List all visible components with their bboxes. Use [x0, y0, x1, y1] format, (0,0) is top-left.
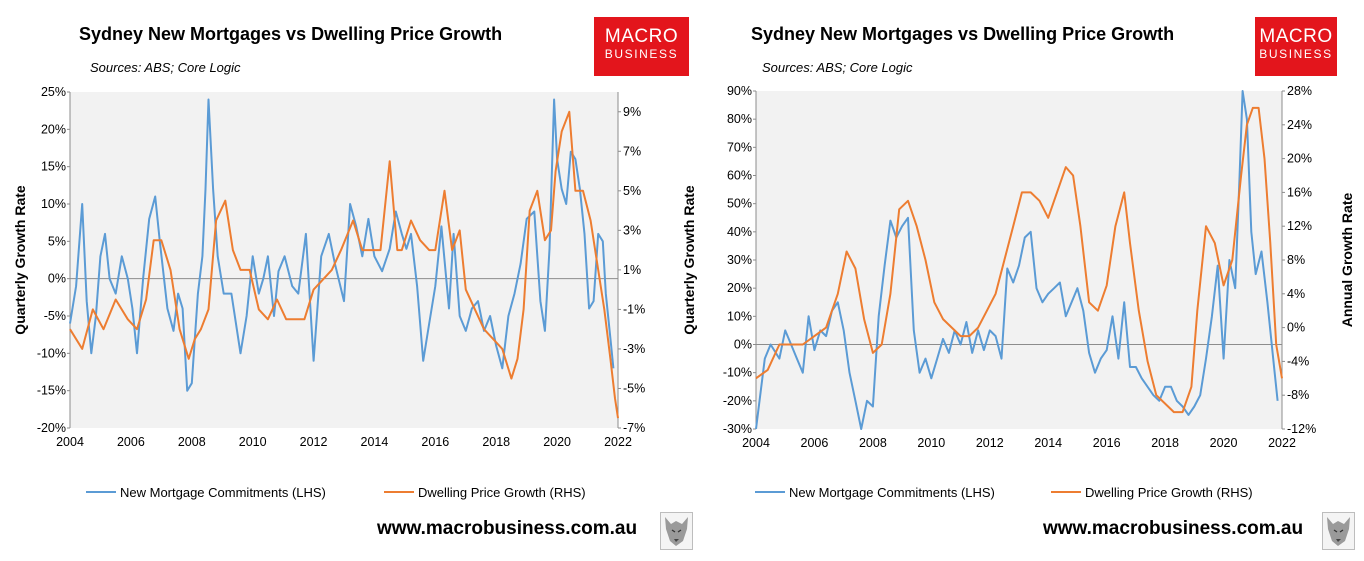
- plot-area: [756, 91, 1282, 429]
- y2-tick-label: -3%: [623, 342, 645, 356]
- y-tick-label: 5%: [48, 234, 66, 248]
- website-url[interactable]: www.macrobusiness.com.au: [377, 518, 638, 539]
- macrobusiness-logo: MACRO BUSINESS: [1255, 17, 1337, 76]
- logo-line1: MACRO: [604, 26, 679, 47]
- chart-panel-right: Sydney New Mortgages vs Dwelling Price G…: [681, 0, 1364, 561]
- chart-left-plot: 25% 20% 15% 10% 5% 0% -5% -10% -15% -20% 9% 7% 5% 3% 1…: [12, 85, 645, 500]
- y2-tick-label: 7%: [623, 144, 641, 158]
- y2-tick-label: -7%: [623, 421, 645, 435]
- y-tick-label: 25%: [41, 85, 66, 99]
- y-tick-label: -10%: [37, 346, 66, 360]
- x-tick-label: 2022: [604, 435, 632, 449]
- y-tick-label: 90%: [727, 84, 752, 98]
- y-axis-title: Quarterly Growth Rate: [681, 185, 697, 335]
- y-tick-label: 70%: [727, 140, 752, 154]
- x-tick-label: 2020: [543, 435, 571, 449]
- x-tick-label: 2022: [1268, 436, 1296, 450]
- y-tick-label: 10%: [727, 309, 752, 323]
- y2-tick-label: -5%: [623, 381, 645, 395]
- chart-panel-left: Sydney New Mortgages vs Dwelling Price G…: [12, 17, 693, 550]
- y2-tick-label: 28%: [1287, 84, 1312, 98]
- x-tick-label: 2008: [178, 435, 206, 449]
- y-tick-label: 40%: [727, 225, 752, 239]
- y2-tick-label: 4%: [1287, 287, 1305, 301]
- series-line-mortgages: [755, 90, 1279, 430]
- logo-line2: BUSINESS: [604, 47, 679, 61]
- x-tick-label: 2012: [976, 436, 1004, 450]
- y2-tick-label: 8%: [1287, 253, 1305, 267]
- y-tick-label: 80%: [727, 112, 752, 126]
- logo-line1: MACRO: [1259, 26, 1333, 47]
- y2-tick-label: 3%: [623, 223, 641, 237]
- chart-title: Sydney New Mortgages vs Dwelling Price G…: [79, 24, 503, 44]
- legend-label: Dwelling Price Growth (RHS): [1085, 485, 1253, 500]
- x-tick-label: 2014: [1034, 436, 1062, 450]
- y2-tick-label: 24%: [1287, 118, 1312, 132]
- wolf-logo-icon: [1322, 512, 1355, 550]
- y-tick-label: -20%: [723, 394, 752, 408]
- y-tick-label: -30%: [723, 422, 752, 436]
- y-tick-label: 15%: [41, 160, 66, 174]
- plot-area: [70, 92, 618, 428]
- chart-right-plot: 90% 80% 70% 60% 50% 40% 30% 20% 10% 0% -10% -20% -30…: [681, 84, 1355, 500]
- x-tick-label: 2008: [859, 436, 887, 450]
- x-tick-label: 2010: [239, 435, 267, 449]
- x-tick-label: 2012: [300, 435, 328, 449]
- y-tick-label: 30%: [727, 253, 752, 267]
- chart-plot-group: 25% 20% 15% 10% 5% 0% -5% -10% -15% -20% 9% 7% 5% 3% 1…: [12, 85, 645, 500]
- y-tick-label: 0%: [734, 338, 752, 352]
- y-tick-label: -20%: [37, 421, 66, 435]
- series-line-dwelling-prices: [69, 110, 619, 419]
- y-tick-label: 10%: [41, 197, 66, 211]
- y-tick-label: 50%: [727, 197, 752, 211]
- y-tick-label: 20%: [727, 281, 752, 295]
- x-tick-label: 2018: [482, 435, 510, 449]
- chart-plot-group: 90% 80% 70% 60% 50% 40% 30% 20% 10% 0% -10% -20% -30…: [681, 84, 1355, 500]
- y2-tick-label: -1%: [623, 302, 645, 316]
- x-tick-label: 2016: [1093, 436, 1121, 450]
- series-line-dwelling-prices: [755, 106, 1283, 414]
- website-url[interactable]: www.macrobusiness.com.au: [1043, 518, 1304, 539]
- chart-title: Sydney New Mortgages vs Dwelling Price G…: [751, 24, 1175, 44]
- wolf-logo-icon: [660, 512, 693, 550]
- x-tick-label: 2004: [56, 435, 84, 449]
- legend-label: Dwelling Price Growth (RHS): [418, 485, 586, 500]
- chart-sources: Sources: ABS; Core Logic: [90, 60, 241, 75]
- x-tick-label: 2014: [361, 435, 389, 449]
- y2-tick-label: -12%: [1287, 422, 1316, 436]
- legend-label: New Mortgage Commitments (LHS): [120, 485, 326, 500]
- logo-line2: BUSINESS: [1259, 47, 1333, 61]
- y2-tick-label: 12%: [1287, 219, 1312, 233]
- y2-axis-title: Annual Growth Rate: [1339, 193, 1355, 328]
- x-tick-label: 2016: [421, 435, 449, 449]
- y-tick-label: 0%: [48, 272, 66, 286]
- x-tick-label: 2010: [917, 436, 945, 450]
- y2-tick-label: 20%: [1287, 152, 1312, 166]
- x-tick-label: 2018: [1151, 436, 1179, 450]
- x-tick-label: 2020: [1210, 436, 1238, 450]
- y-tick-label: -10%: [723, 366, 752, 380]
- y-tick-label: -5%: [44, 309, 66, 323]
- y2-tick-label: 5%: [623, 184, 641, 198]
- y-tick-label: -15%: [37, 384, 66, 398]
- y2-tick-label: 1%: [623, 263, 641, 277]
- x-tick-label: 2006: [117, 435, 145, 449]
- x-tick-label: 2004: [742, 436, 770, 450]
- y-axis-title: Quarterly Growth Rate: [12, 185, 28, 335]
- y-tick-label: 60%: [727, 169, 752, 183]
- x-tick-label: 2006: [801, 436, 829, 450]
- macrobusiness-logo: MACRO BUSINESS: [594, 17, 689, 76]
- y-tick-label: 20%: [41, 122, 66, 136]
- y2-tick-label: 9%: [623, 105, 641, 119]
- y2-tick-label: 0%: [1287, 321, 1305, 335]
- series-line-mortgages: [69, 98, 615, 392]
- legend-label: New Mortgage Commitments (LHS): [789, 485, 995, 500]
- y2-tick-label: -4%: [1287, 354, 1309, 368]
- y2-tick-label: -8%: [1287, 388, 1309, 402]
- chart-sources: Sources: ABS; Core Logic: [762, 60, 913, 75]
- y2-tick-label: 16%: [1287, 185, 1312, 199]
